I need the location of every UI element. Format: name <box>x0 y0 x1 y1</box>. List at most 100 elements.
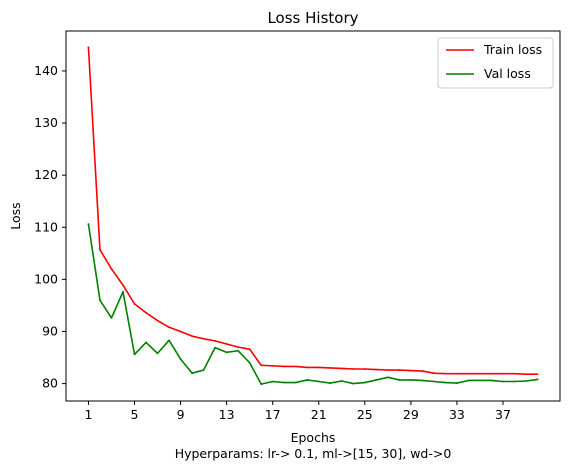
y-tick-label: 120 <box>34 167 58 182</box>
val-loss-point <box>433 381 435 383</box>
y-tick-label: 140 <box>34 63 58 78</box>
y-tick-label: 100 <box>34 271 58 286</box>
train-loss-point <box>445 373 447 375</box>
y-axis-label: Loss <box>8 202 23 229</box>
val-loss-point <box>421 380 423 382</box>
train-loss-point <box>375 369 377 371</box>
x-tick-label: 9 <box>177 407 185 422</box>
train-loss-point <box>502 373 504 375</box>
y-tick-label: 130 <box>34 115 58 130</box>
legend-val-label: Val loss <box>484 66 531 81</box>
train-loss-point <box>398 369 400 371</box>
train-loss-point <box>364 368 366 370</box>
val-loss-point <box>237 350 239 352</box>
chart-title: Loss History <box>267 9 358 27</box>
train-loss-point <box>433 372 435 374</box>
val-loss-point <box>525 380 527 382</box>
train-loss-point <box>525 373 527 375</box>
train-loss-point <box>468 373 470 375</box>
val-loss-point <box>514 381 516 383</box>
legend: Train loss Val loss <box>438 38 553 88</box>
val-loss-point <box>479 380 481 382</box>
train-loss-point <box>122 284 124 286</box>
train-loss-point <box>226 343 228 345</box>
train-loss-point <box>387 369 389 371</box>
val-loss-point <box>214 347 216 349</box>
train-loss-point <box>180 331 182 333</box>
val-loss-point <box>180 358 182 360</box>
train-loss-point <box>111 268 113 270</box>
val-loss-point <box>249 362 251 364</box>
x-tick-label: 1 <box>84 407 92 422</box>
train-loss-point <box>191 335 193 337</box>
val-loss-point <box>364 382 366 384</box>
val-loss-point <box>122 291 124 293</box>
val-loss-point <box>145 342 147 344</box>
val-loss-point <box>537 379 539 381</box>
train-loss-point <box>456 373 458 375</box>
train-loss-point <box>295 365 297 367</box>
train-loss-point <box>203 338 205 340</box>
val-loss-point <box>341 380 343 382</box>
val-loss-point <box>375 379 377 381</box>
val-loss-point <box>445 382 447 384</box>
x-tick-label: 33 <box>449 407 465 422</box>
val-loss-point <box>283 382 285 384</box>
train-loss-point <box>260 364 262 366</box>
train-loss-point <box>514 373 516 375</box>
x-tick-label: 37 <box>495 407 511 422</box>
val-loss-point <box>329 382 331 384</box>
train-loss-point <box>249 348 251 350</box>
hyperparams-caption: Hyperparams: lr-> 0.1, ml->[15, 30], wd-… <box>175 446 452 461</box>
train-loss-point <box>88 47 90 49</box>
x-tick-label: 21 <box>311 407 327 422</box>
train-loss-point <box>479 373 481 375</box>
x-axis-label: Epochs <box>291 430 336 445</box>
train-loss-point <box>341 368 343 370</box>
val-loss-point <box>272 381 274 383</box>
val-loss-point <box>387 376 389 378</box>
val-loss-point <box>410 379 412 381</box>
val-loss-point <box>468 380 470 382</box>
val-loss-point <box>260 383 262 385</box>
train-loss-point <box>134 303 136 305</box>
val-loss-point <box>306 379 308 381</box>
train-loss-point <box>318 367 320 369</box>
train-loss-point <box>491 373 493 375</box>
val-loss-point <box>456 382 458 384</box>
x-tick-label: 13 <box>219 407 235 422</box>
val-loss-point <box>99 299 101 301</box>
train-loss-point <box>352 368 354 370</box>
train-loss-point <box>214 340 216 342</box>
val-loss-point <box>134 354 136 356</box>
train-loss-point <box>283 365 285 367</box>
val-loss-point <box>111 317 113 319</box>
train-loss-point <box>99 249 101 251</box>
val-loss-point <box>226 351 228 353</box>
y-tick-label: 90 <box>42 323 58 338</box>
val-loss-point <box>295 382 297 384</box>
train-loss-point <box>410 370 412 372</box>
val-loss-point <box>502 381 504 383</box>
val-loss-point <box>398 379 400 381</box>
train-loss-point <box>168 326 170 328</box>
y-tick-label: 80 <box>42 376 58 391</box>
val-loss-point <box>191 372 193 374</box>
train-loss-point <box>306 367 308 369</box>
train-loss-point <box>329 367 331 369</box>
val-loss-point <box>88 223 90 225</box>
train-loss-point <box>157 320 159 322</box>
val-loss-point <box>168 339 170 341</box>
train-loss-point <box>272 365 274 367</box>
train-loss-point <box>145 312 147 314</box>
x-tick-label: 29 <box>403 407 419 422</box>
val-loss-point <box>352 383 354 385</box>
val-loss-point <box>203 369 205 371</box>
y-tick-label: 110 <box>34 219 58 234</box>
x-tick-label: 25 <box>357 407 373 422</box>
train-loss-point <box>537 373 539 375</box>
train-loss-point <box>237 346 239 348</box>
val-loss-point <box>491 380 493 382</box>
legend-train-label: Train loss <box>483 42 542 57</box>
